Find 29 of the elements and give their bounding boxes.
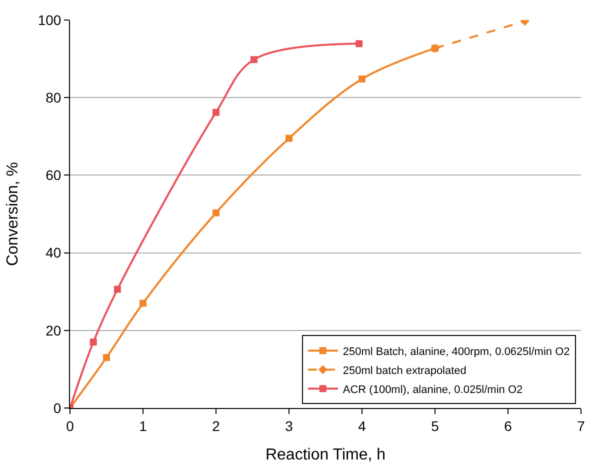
x-tick-label: 2 bbox=[212, 418, 220, 434]
y-tick-label: 0 bbox=[53, 400, 62, 416]
x-tick-label: 7 bbox=[577, 418, 586, 434]
legend-label: ACR (100ml), alanine, 0.025l/min O2 bbox=[342, 384, 523, 396]
y-tick-label: 40 bbox=[46, 244, 62, 261]
y-tick-label: 80 bbox=[46, 90, 62, 106]
x-tick-label: 3 bbox=[285, 418, 294, 434]
y-tick-label: 100 bbox=[38, 12, 62, 28]
point bbox=[286, 134, 292, 142]
y-tick-label: 20 bbox=[46, 322, 62, 338]
x-tick-label: 6 bbox=[504, 418, 512, 434]
point bbox=[212, 209, 220, 216]
legend-label: 250ml Batch, alanine, 400rpm, 0.0625l/min O2 bbox=[342, 346, 570, 358]
y-axis-title: Conversion, % bbox=[4, 162, 22, 266]
point bbox=[140, 300, 146, 307]
point bbox=[114, 286, 121, 293]
point bbox=[358, 75, 366, 82]
point bbox=[103, 354, 110, 362]
x-tick-label: 1 bbox=[139, 418, 148, 434]
y-tick-label: 60 bbox=[46, 167, 62, 184]
legend-label: 250ml batch extrapolated bbox=[342, 364, 466, 377]
point bbox=[356, 40, 363, 48]
point bbox=[90, 338, 97, 346]
point bbox=[250, 56, 258, 64]
x-axis-title: Reaction Time, h bbox=[265, 446, 386, 464]
x-tick-label: 5 bbox=[431, 418, 440, 434]
x-tick-label: 0 bbox=[66, 418, 74, 434]
x-tick-label: 4 bbox=[358, 418, 366, 434]
point bbox=[212, 108, 220, 116]
